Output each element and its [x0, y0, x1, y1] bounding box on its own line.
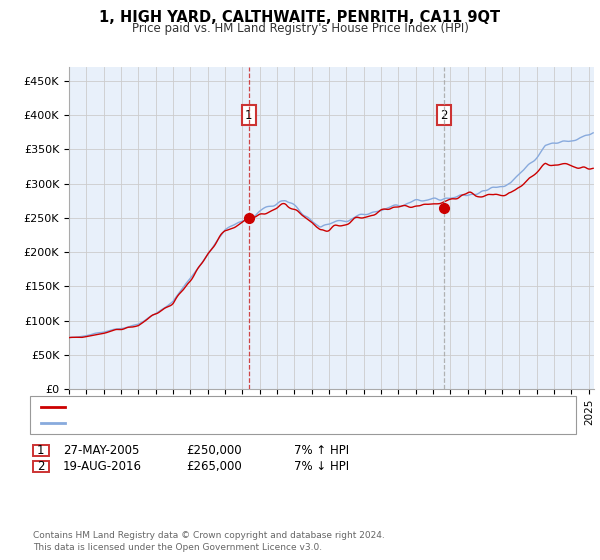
Text: 2: 2 — [440, 109, 448, 122]
Text: Price paid vs. HM Land Registry's House Price Index (HPI): Price paid vs. HM Land Registry's House … — [131, 22, 469, 35]
Text: 19-AUG-2016: 19-AUG-2016 — [63, 460, 142, 473]
Text: 7% ↑ HPI: 7% ↑ HPI — [294, 444, 349, 458]
Text: 27-MAY-2005: 27-MAY-2005 — [63, 444, 139, 458]
Text: 7% ↓ HPI: 7% ↓ HPI — [294, 460, 349, 473]
Text: HPI: Average price, detached house, Westmorland and Furness: HPI: Average price, detached house, West… — [69, 418, 397, 428]
Text: 2: 2 — [37, 460, 44, 473]
Text: 1: 1 — [37, 444, 44, 458]
Text: 1: 1 — [245, 109, 253, 122]
Text: £250,000: £250,000 — [186, 444, 242, 458]
Text: Contains HM Land Registry data © Crown copyright and database right 2024.
This d: Contains HM Land Registry data © Crown c… — [33, 531, 385, 552]
Text: 1, HIGH YARD, CALTHWAITE, PENRITH, CA11 9QT (detached house): 1, HIGH YARD, CALTHWAITE, PENRITH, CA11 … — [69, 402, 417, 412]
Text: 1, HIGH YARD, CALTHWAITE, PENRITH, CA11 9QT: 1, HIGH YARD, CALTHWAITE, PENRITH, CA11 … — [100, 10, 500, 25]
Text: £265,000: £265,000 — [186, 460, 242, 473]
